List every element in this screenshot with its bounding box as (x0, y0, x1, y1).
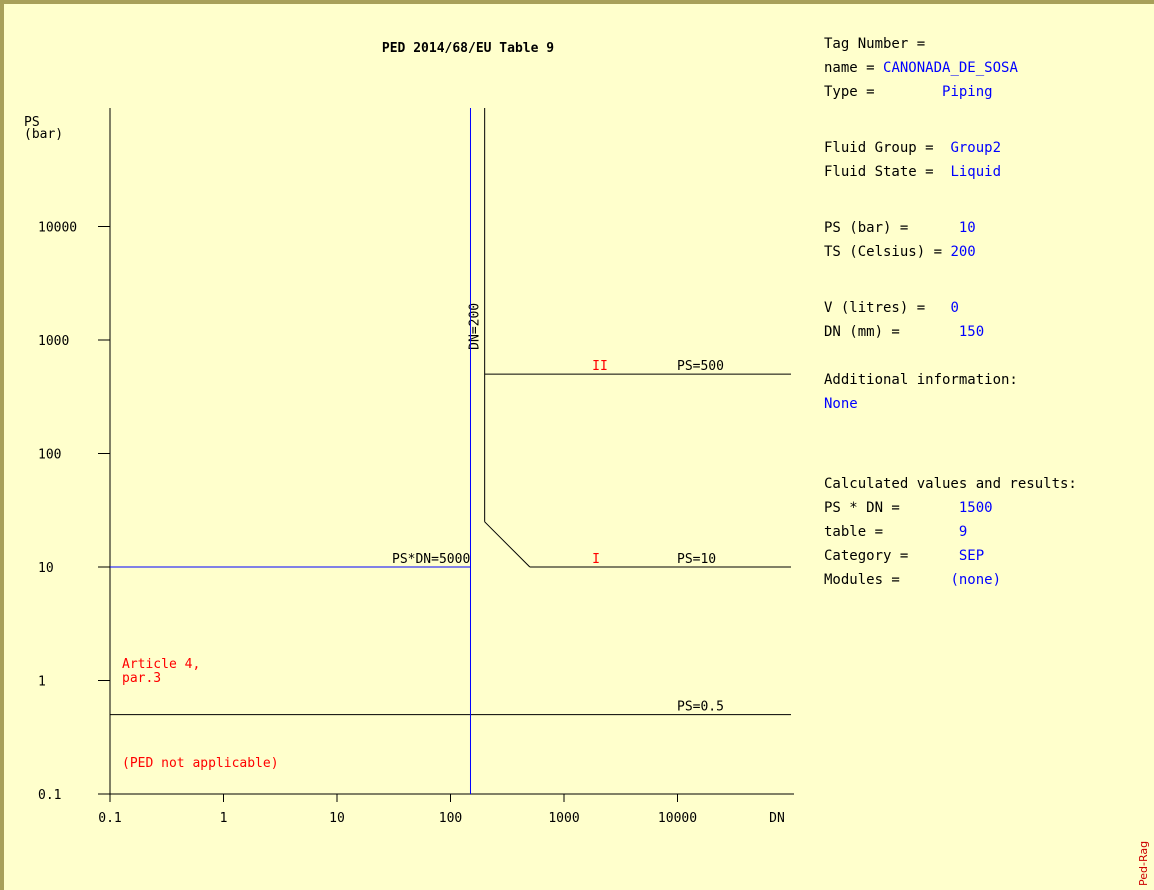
info-row: Modules = (none) (824, 572, 1001, 588)
y-tick-label: 100 (38, 448, 61, 463)
y-tick-label: 1000 (38, 334, 69, 349)
boundary-line (484, 521, 531, 568)
info-row: name = CANONADA_DE_SOSA (824, 60, 1018, 76)
info-row: Category = SEP (824, 548, 984, 564)
info-value: None (824, 396, 858, 412)
info-row: Fluid State = Liquid (824, 164, 1001, 180)
info-label: Category = (824, 548, 959, 564)
info-value: 0 (950, 300, 959, 316)
info-label: Additional information: (824, 372, 1018, 388)
info-row: Type = Piping (824, 84, 993, 100)
boundary-label: PS=500 (677, 359, 724, 374)
info-value: 200 (950, 244, 976, 260)
info-value: 10 (958, 220, 976, 236)
info-value: (none) (950, 572, 1002, 588)
info-label: Fluid Group = (824, 140, 951, 156)
info-row: Tag Number = (824, 36, 925, 52)
note-label: (PED not applicable) (122, 756, 279, 771)
info-label: name = (824, 60, 884, 76)
x-tick-label: 1 (220, 811, 228, 826)
info-row: Additional information: (824, 372, 1018, 388)
info-label: Fluid State = (824, 164, 951, 180)
info-row: PS * DN = 1500 (824, 500, 993, 516)
region-label: II (592, 359, 608, 374)
x-tick-label: 10000 (658, 811, 697, 826)
info-row: V (litres) = 0 (824, 300, 959, 316)
signature-label: Ped-Rag (1137, 840, 1150, 886)
y-axis-label: PS (24, 115, 40, 130)
info-label: Tag Number = (824, 36, 926, 52)
note-label: par.3 (122, 671, 161, 686)
info-label: Modules = (824, 572, 951, 588)
x-tick-label: 0.1 (98, 811, 121, 826)
info-label: TS (Celsius) = (824, 244, 951, 260)
info-row: Fluid Group = Group2 (824, 140, 1001, 156)
y-tick-label: 10 (38, 561, 54, 576)
region-label: I (592, 552, 600, 567)
y-tick-label: 0.1 (38, 788, 61, 803)
x-axis-label: DN (769, 811, 785, 826)
info-label: table = (824, 524, 959, 540)
info-label: Calculated values and results: (824, 476, 1077, 492)
y-tick-label: 10000 (38, 221, 77, 236)
boundary-label: PS=0.5 (677, 700, 724, 715)
info-value: SEP (958, 548, 985, 564)
x-tick-label: 100 (439, 811, 462, 826)
info-label: DN (mm) = (824, 324, 959, 340)
chart-panel: PED 2014/68/EU Table 9 PS (bar) DN 0.1 1 10 100… (4, 4, 1154, 890)
info-label: PS (bar) = (824, 220, 959, 236)
info-row: TS (Celsius) = 200 (824, 244, 976, 260)
info-row: table = 9 (824, 524, 967, 540)
info-row: PS (bar) = 10 (824, 220, 976, 236)
info-value: CANONADA_DE_SOSA (883, 60, 1018, 76)
info-label: V (litres) = (824, 300, 951, 316)
x-tick-label: 1000 (548, 811, 579, 826)
x-tick-label: 10 (329, 811, 345, 826)
info-value: 9 (958, 524, 968, 540)
info-label: Type = (824, 84, 943, 100)
y-tick-label: 1 (38, 675, 46, 690)
note-label: Article 4, (122, 657, 200, 672)
info-row: DN (mm) = 150 (824, 324, 984, 340)
chart-title: PED 2014/68/EU Table 9 (382, 41, 554, 56)
info-value: 1500 (958, 500, 993, 516)
info-label: PS * DN = (824, 500, 959, 516)
info-row: None (824, 396, 858, 412)
ped-chart: PED 2014/68/EU Table 9PS(bar)DN0.1110100… (24, 41, 794, 826)
boundary-label: PS*DN=5000 (392, 552, 470, 567)
info-row: Calculated values and results: (824, 476, 1077, 492)
boundary-label: DN=200 (468, 303, 483, 350)
info-value: Liquid (950, 164, 1002, 180)
info-value: 150 (958, 324, 985, 340)
info-value: Piping (942, 84, 993, 100)
info-value: Group2 (950, 140, 1002, 156)
y-axis-label: (bar) (24, 127, 63, 142)
boundary-label: PS=10 (677, 552, 716, 567)
